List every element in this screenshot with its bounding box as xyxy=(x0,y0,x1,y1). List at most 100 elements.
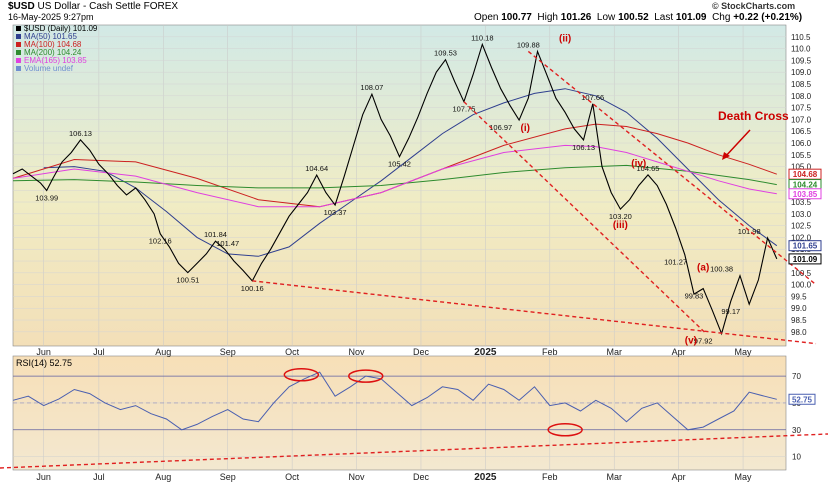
price-point-label: 103.99 xyxy=(35,193,58,202)
price-point-label: 101.47 xyxy=(216,239,239,248)
last-value-tag xyxy=(788,188,822,200)
chart-title: $USD US Dollar - Cash Settle FOREX xyxy=(8,1,178,12)
y-tick-label: 108.0 xyxy=(791,92,812,101)
x-tick-label-bottom: Aug xyxy=(155,472,171,482)
x-tick-label-bottom: Feb xyxy=(542,472,558,482)
rsi-line xyxy=(12,371,777,431)
y-tick-label: 105.0 xyxy=(791,163,812,172)
price-point-label: 109.88 xyxy=(517,40,540,49)
price-point-label: 101.27 xyxy=(664,258,687,267)
price-point-label: 109.53 xyxy=(434,49,457,58)
y-tick-label: 102.5 xyxy=(791,222,812,231)
y-tick-label: 103.0 xyxy=(791,210,812,219)
rsi-highlight-oval xyxy=(547,423,583,437)
x-tick-label: 2025 xyxy=(474,347,497,358)
price-point-label: 100.51 xyxy=(176,276,199,285)
x-tick-label: Dec xyxy=(413,347,430,357)
death-cross-arrow xyxy=(723,129,751,159)
ma50-line xyxy=(43,88,778,257)
wave-label: (i) xyxy=(521,123,530,134)
y-tick-label: 107.5 xyxy=(791,104,812,113)
legend-swatch xyxy=(16,42,21,47)
last-value-text: 104.24 xyxy=(793,181,818,190)
price-point-label: 107.75 xyxy=(452,105,475,114)
x-tick-label: May xyxy=(735,347,753,357)
last-value-tag xyxy=(788,253,822,265)
y-tick-label: 107.0 xyxy=(791,115,812,124)
rsi-highlight-oval xyxy=(348,369,384,383)
price-point-label: 104.65 xyxy=(636,164,659,173)
x-tick-label-bottom: Nov xyxy=(349,472,366,482)
chg-value: +0.22 (+0.21%) xyxy=(733,12,803,23)
ohlc-bar: Open 100.77 High 101.26 Low 100.52 Last … xyxy=(474,12,802,23)
wave-label: (iii) xyxy=(613,220,628,231)
legend-entry: MA(50) 101.65 xyxy=(24,32,77,41)
price-point-label: 104.64 xyxy=(305,164,328,173)
price-point-label: 102.16 xyxy=(149,237,172,246)
y-tick-label: 110.0 xyxy=(791,45,811,54)
price-point-label: 106.13 xyxy=(69,129,92,138)
price-point-label: 97.92 xyxy=(694,337,713,346)
price-point-label: 99.17 xyxy=(721,307,740,316)
last-value-text: 104.68 xyxy=(793,170,818,179)
x-tick-label: Apr xyxy=(672,347,686,357)
x-tick-label-bottom: Jun xyxy=(36,472,51,482)
x-tick-label-bottom: Sep xyxy=(220,472,236,482)
open-label: Open xyxy=(474,12,499,23)
price-point-label: 99.83 xyxy=(685,292,704,301)
last-label: Last xyxy=(654,12,674,23)
legend-entry: EMA(165) 103.85 xyxy=(24,56,87,65)
y-tick-label: 105.5 xyxy=(791,151,812,160)
price-point-label: 100.16 xyxy=(241,284,264,293)
price-point-label: 105.42 xyxy=(388,160,411,169)
rsi-highlight-oval xyxy=(283,368,320,382)
wave-label: (ii) xyxy=(559,34,571,45)
rsi-y-tick-label: 30 xyxy=(792,426,801,435)
last-value-tag xyxy=(788,240,822,252)
rsi-panel xyxy=(12,355,787,471)
x-tick-label-bottom: 2025 xyxy=(474,472,497,483)
rsi-y-tick-label: 10 xyxy=(792,453,801,462)
ma100-line xyxy=(12,123,777,208)
y-tick-label: 109.5 xyxy=(791,56,812,65)
legend-swatch xyxy=(16,66,21,71)
x-tick-label: Jul xyxy=(93,347,105,357)
x-tick-label: Aug xyxy=(155,347,171,357)
legend-entry: Volume undef xyxy=(24,64,74,73)
x-tick-label: Oct xyxy=(285,347,300,357)
price-point-label: 101.98 xyxy=(738,227,761,236)
price-line xyxy=(12,42,778,336)
rsi-last-value-tag xyxy=(788,393,816,405)
price-point-label: 103.37 xyxy=(324,208,347,217)
legend-swatch xyxy=(16,58,21,63)
y-tick-label: 99.5 xyxy=(791,292,807,301)
y-tick-label: 110.5 xyxy=(791,33,811,42)
y-tick-label: 102.0 xyxy=(791,233,812,242)
last-value-text: 101.09 xyxy=(793,255,818,264)
price-point-label: 101.84 xyxy=(204,230,227,239)
last-value-text: 103.85 xyxy=(793,190,818,199)
wave-label: (iv) xyxy=(631,159,646,170)
y-tick-label: 103.5 xyxy=(791,198,812,207)
y-tick-label: 109.0 xyxy=(791,68,812,77)
open-value: 100.77 xyxy=(501,12,532,23)
price-point-label: 103.20 xyxy=(609,212,632,221)
legend-entry: $USD (Daily) 101.09 xyxy=(24,24,98,33)
rsi-trendline xyxy=(0,433,828,469)
price-point-label: 110.18 xyxy=(471,33,493,42)
price-point-label: 106.97 xyxy=(489,123,512,132)
symbol: $USD xyxy=(8,1,35,12)
y-tick-label: 98.5 xyxy=(791,316,807,325)
legend-swatch xyxy=(16,26,21,31)
price-point-label: 106.13 xyxy=(572,143,595,152)
ma200-line xyxy=(12,164,777,189)
instrument-name: US Dollar - Cash Settle FOREX xyxy=(37,1,179,12)
rsi-title: RSI(14) 52.75 xyxy=(16,358,72,368)
last-value-text: 101.65 xyxy=(793,242,818,251)
death-cross-label: Death Cross xyxy=(718,109,789,123)
x-tick-label-bottom: Mar xyxy=(606,472,622,482)
x-tick-label: Jun xyxy=(36,347,51,357)
x-tick-label: Feb xyxy=(542,347,558,357)
